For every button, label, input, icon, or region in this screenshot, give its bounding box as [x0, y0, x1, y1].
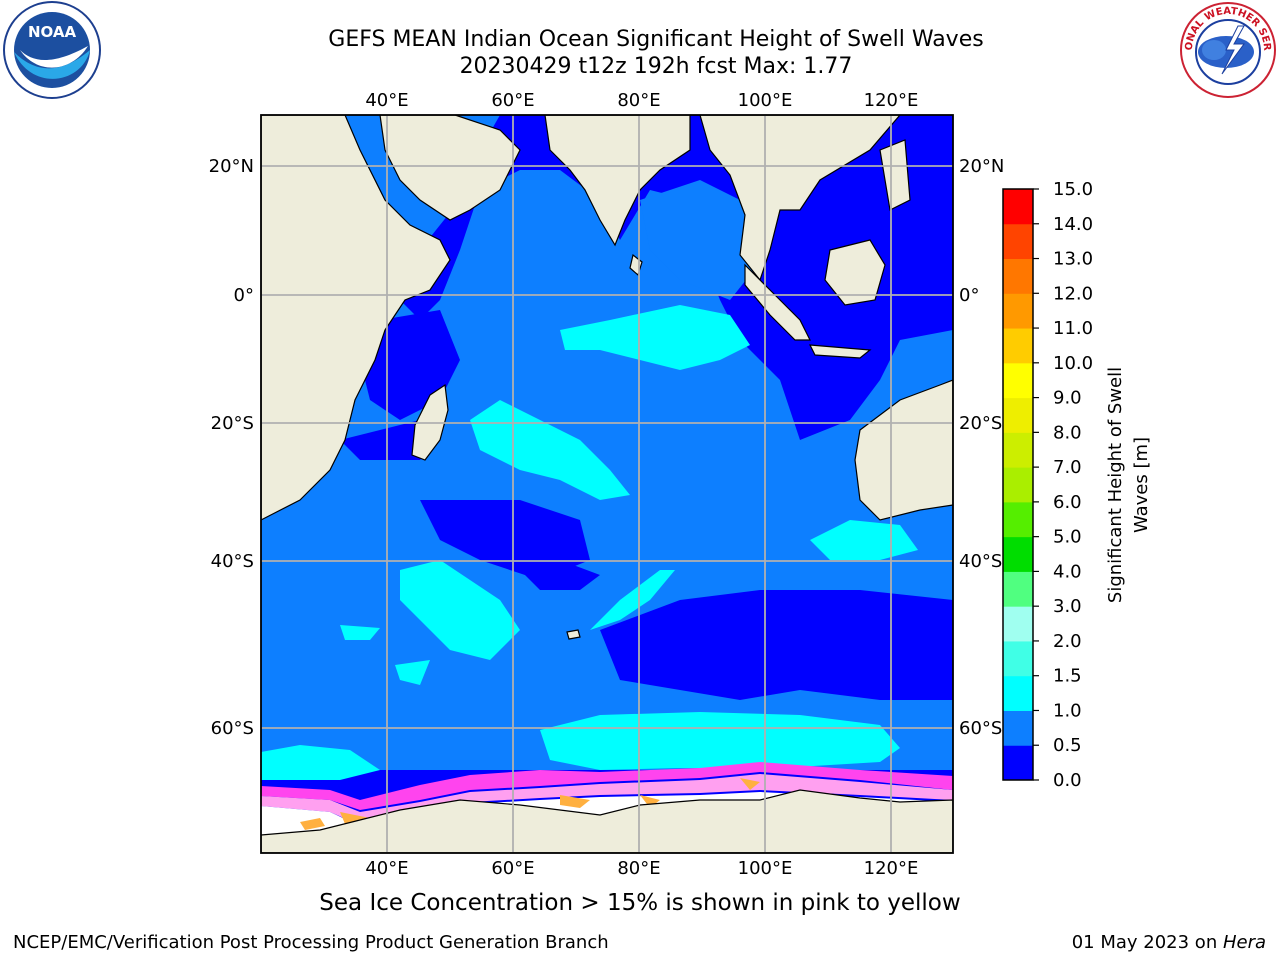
lat-tick-label: 40°S [211, 551, 254, 572]
colorbar-tick-label: 6.0 [1053, 492, 1082, 513]
lon-tick-label: 40°E [365, 858, 408, 879]
land-borneo [824, 239, 886, 306]
chart-title: GEFS MEAN Indian Ocean Significant Heigh… [328, 27, 984, 52]
colorbar-swatch [1003, 675, 1033, 711]
lon-tick-label: 80°E [617, 858, 660, 879]
colorbar-tick-label: 1.0 [1053, 700, 1082, 721]
land-kerguelen [566, 629, 581, 640]
colorbar-tick-label: 8.0 [1053, 422, 1082, 443]
colorbar-label-line1: Significant Height of Swell [1105, 367, 1126, 603]
colorbar-swatch [1003, 189, 1033, 225]
lon-tick-label: 60°E [491, 90, 534, 111]
lon-tick-label: 80°E [617, 90, 660, 111]
lat-labels-left: 20°N 0° 20°S 40°S 60°S [209, 156, 254, 739]
land-australia [854, 379, 953, 521]
lat-tick-label: 20°N [209, 156, 254, 177]
colorbar-label-line2: Waves [m] [1131, 437, 1152, 533]
colorbar-tick-label: 12.0 [1053, 283, 1093, 304]
lat-tick-label: 0° [959, 285, 979, 306]
chart-subtitle: 20230429 t12z 192h fcst Max: 1.77 [459, 54, 853, 79]
colorbar-swatch [1003, 328, 1033, 364]
colorbar-swatch [1003, 640, 1033, 677]
colorbar-swatch [1003, 710, 1033, 746]
national-weather-service-logo: NATIONAL WEATHER SERVICE [1174, 0, 1278, 100]
colorbar-swatch [1003, 571, 1033, 607]
colorbar-tick-label: 4.0 [1053, 561, 1082, 582]
date-stamp: 01 May 2023 on Hera [1072, 932, 1266, 953]
colorbar: 0.0 0.5 1.0 1.5 2.0 3.0 4.0 5.0 6.0 7.0 8.0 9.0 10.0… [1002, 179, 1152, 791]
colorbar-swatches [1003, 189, 1033, 781]
lon-tick-label: 100°E [738, 90, 793, 111]
lat-tick-label: 40°S [959, 551, 1002, 572]
colorbar-tick-label: 10.0 [1053, 353, 1093, 374]
colorbar-tick-label: 5.0 [1053, 527, 1082, 548]
colorbar-swatch [1003, 745, 1033, 781]
noaa-logo: NOAA [2, 0, 102, 100]
lon-tick-label: 120°E [864, 90, 919, 111]
colorbar-tick-label: 11.0 [1053, 318, 1093, 339]
colorbar-frame [1002, 188, 1034, 781]
lat-tick-label: 60°S [959, 718, 1002, 739]
colorbar-tick-label: 0.0 [1053, 770, 1082, 791]
colorbar-tick-label: 13.0 [1053, 249, 1093, 270]
colorbar-tick-label: 3.0 [1053, 596, 1082, 617]
map-frame [260, 114, 954, 854]
colorbar-swatch [1003, 293, 1033, 329]
colorbar-swatch [1003, 501, 1033, 538]
land-arabia [379, 115, 521, 221]
colorbar-tick-label: 15.0 [1053, 179, 1093, 200]
machine-name: Hera [1222, 932, 1266, 953]
lon-tick-label: 60°E [491, 858, 534, 879]
lon-tick-label: 40°E [365, 90, 408, 111]
swell-field-1.0-1.5 [261, 305, 918, 780]
land-africa [261, 115, 451, 521]
noaa-logo-text: NOAA [28, 23, 77, 41]
colorbar-swatch [1003, 467, 1033, 503]
map-gridlines [261, 115, 953, 853]
sea-ice-note: Sea Ice Concentration > 15% is shown in … [319, 890, 961, 916]
colorbar-tick-label: 7.0 [1053, 457, 1082, 478]
credit-text: NCEP/EMC/Verification Post Processing Pr… [13, 932, 609, 953]
colorbar-swatch [1003, 397, 1033, 433]
lon-labels-top: 40°E 60°E 80°E 100°E 120°E [365, 90, 918, 111]
colorbar-swatch [1003, 432, 1033, 468]
colorbar-label: Significant Height of Swell Waves [m] [1105, 367, 1152, 603]
colorbar-tick-label: 2.0 [1053, 631, 1082, 652]
lon-labels-bottom: 40°E 60°E 80°E 100°E 120°E [365, 858, 918, 879]
colorbar-swatch [1003, 258, 1033, 294]
land-java [808, 344, 872, 359]
lat-tick-label: 0° [234, 285, 254, 306]
colorbar-swatch [1003, 536, 1033, 572]
colorbar-tick-label: 14.0 [1053, 214, 1093, 235]
lon-tick-label: 120°E [864, 858, 919, 879]
date-text: 01 May 2023 on [1071, 932, 1223, 953]
colorbar-tick-label: 0.5 [1053, 735, 1082, 756]
land-antarctica [261, 789, 953, 853]
lon-tick-label: 100°E [738, 858, 793, 879]
lat-tick-label: 20°S [959, 413, 1002, 434]
lat-tick-label: 20°S [211, 413, 254, 434]
colorbar-swatch [1003, 362, 1033, 399]
land-southeast-asia [699, 115, 901, 282]
colorbar-swatch [1003, 606, 1033, 642]
colorbar-swatch [1003, 223, 1033, 260]
colorbar-ticks: 0.0 0.5 1.0 1.5 2.0 3.0 4.0 5.0 6.0 7.0 8.0 9.0 10.0… [1033, 179, 1093, 791]
lat-tick-label: 60°S [211, 718, 254, 739]
colorbar-tick-label: 1.5 [1053, 666, 1082, 687]
colorbar-tick-label: 9.0 [1053, 388, 1082, 409]
land-philippines [879, 139, 911, 211]
lat-tick-label: 20°N [959, 156, 1004, 177]
map-plot-area [261, 115, 953, 853]
lat-labels-right: 20°N 0° 20°S 40°S 60°S [959, 156, 1004, 739]
land-masses [261, 115, 953, 853]
